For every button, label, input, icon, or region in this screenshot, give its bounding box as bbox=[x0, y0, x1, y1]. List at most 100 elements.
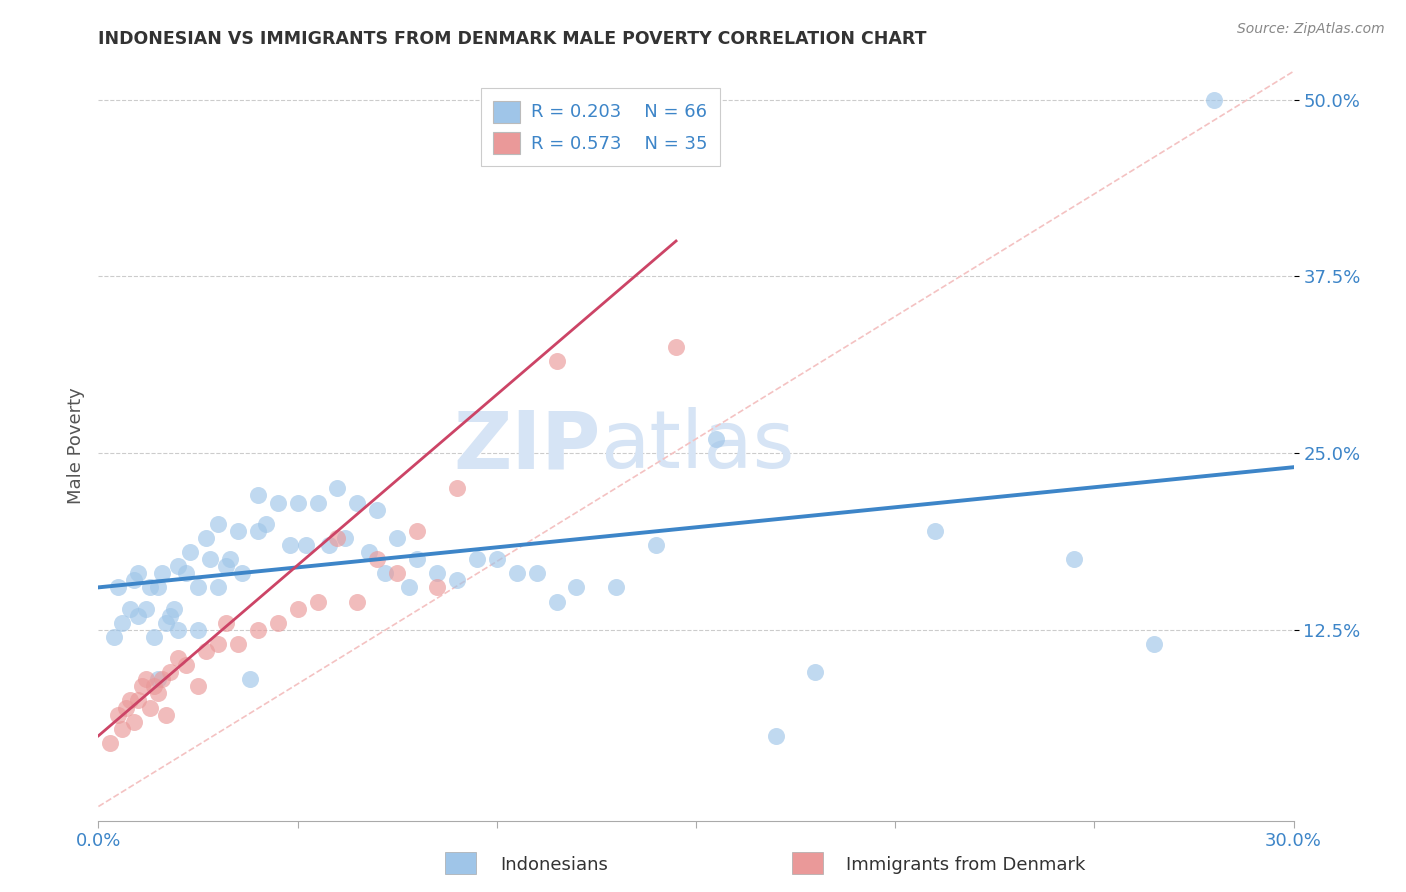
Point bbox=[359, 545, 381, 559]
Point bbox=[385, 566, 409, 581]
Point bbox=[148, 686, 170, 700]
Point bbox=[446, 574, 468, 588]
Point bbox=[148, 673, 170, 687]
Point bbox=[318, 538, 340, 552]
Point bbox=[98, 736, 122, 750]
Point bbox=[346, 594, 368, 608]
Point bbox=[198, 552, 221, 566]
Point bbox=[307, 495, 329, 509]
Point bbox=[163, 601, 186, 615]
Point bbox=[278, 538, 301, 552]
Point bbox=[155, 707, 177, 722]
Point bbox=[546, 594, 568, 608]
Point bbox=[294, 538, 316, 552]
Point bbox=[239, 673, 262, 687]
Point bbox=[366, 502, 388, 516]
Point bbox=[167, 651, 190, 665]
Point bbox=[924, 524, 946, 538]
Point bbox=[195, 644, 218, 658]
Point bbox=[135, 673, 157, 687]
Point bbox=[366, 552, 388, 566]
Point bbox=[167, 623, 190, 637]
Point bbox=[645, 538, 668, 552]
Point bbox=[326, 531, 349, 545]
Point bbox=[159, 608, 181, 623]
Point bbox=[127, 608, 149, 623]
Point bbox=[120, 601, 142, 615]
Point bbox=[465, 552, 488, 566]
Point bbox=[155, 615, 177, 630]
Text: Indonesians: Indonesians bbox=[501, 856, 607, 874]
Point bbox=[135, 601, 157, 615]
Text: INDONESIAN VS IMMIGRANTS FROM DENMARK MALE POVERTY CORRELATION CHART: INDONESIAN VS IMMIGRANTS FROM DENMARK MA… bbox=[98, 29, 927, 47]
Text: Source: ZipAtlas.com: Source: ZipAtlas.com bbox=[1237, 22, 1385, 37]
Point bbox=[546, 354, 568, 368]
Point bbox=[150, 566, 173, 581]
Point bbox=[124, 574, 146, 588]
Text: ZIP: ZIP bbox=[453, 407, 600, 485]
Point bbox=[215, 615, 238, 630]
Point bbox=[131, 679, 153, 693]
Point bbox=[804, 665, 827, 680]
Point bbox=[246, 623, 269, 637]
Point bbox=[346, 495, 368, 509]
Text: atlas: atlas bbox=[600, 407, 794, 485]
Point bbox=[385, 531, 409, 545]
Point bbox=[103, 630, 125, 644]
Point bbox=[226, 637, 249, 651]
Point bbox=[307, 594, 329, 608]
Point bbox=[254, 516, 277, 531]
Point bbox=[107, 707, 129, 722]
Point bbox=[207, 516, 229, 531]
Point bbox=[605, 580, 627, 594]
Point bbox=[267, 615, 290, 630]
Text: Immigrants from Denmark: Immigrants from Denmark bbox=[846, 856, 1085, 874]
Point bbox=[374, 566, 396, 581]
Point bbox=[287, 495, 309, 509]
Point bbox=[1063, 552, 1085, 566]
Point bbox=[111, 615, 134, 630]
Point bbox=[115, 700, 138, 714]
Point bbox=[246, 488, 269, 502]
Point bbox=[111, 722, 134, 736]
Point bbox=[207, 637, 229, 651]
Point bbox=[127, 566, 149, 581]
Point bbox=[215, 559, 238, 574]
Point bbox=[148, 580, 170, 594]
Point bbox=[426, 580, 449, 594]
Point bbox=[406, 524, 429, 538]
Point bbox=[139, 580, 162, 594]
Point bbox=[765, 729, 787, 743]
Point bbox=[406, 552, 429, 566]
Point bbox=[167, 559, 190, 574]
Point bbox=[1202, 93, 1225, 107]
Point bbox=[120, 693, 142, 707]
Point bbox=[246, 524, 269, 538]
Point bbox=[127, 693, 149, 707]
Point bbox=[159, 665, 181, 680]
Point bbox=[219, 552, 242, 566]
Point bbox=[267, 495, 290, 509]
Point bbox=[207, 580, 229, 594]
Point bbox=[446, 482, 468, 496]
Point bbox=[665, 340, 688, 354]
Legend: R = 0.203    N = 66, R = 0.573    N = 35: R = 0.203 N = 66, R = 0.573 N = 35 bbox=[481, 88, 720, 166]
Point bbox=[335, 531, 357, 545]
Y-axis label: Male Poverty: Male Poverty bbox=[66, 388, 84, 504]
Point bbox=[187, 580, 209, 594]
Point bbox=[326, 482, 349, 496]
Point bbox=[398, 580, 420, 594]
Point bbox=[143, 630, 166, 644]
Point bbox=[174, 658, 197, 673]
Point bbox=[704, 432, 727, 446]
Point bbox=[195, 531, 218, 545]
Point bbox=[139, 700, 162, 714]
Point bbox=[150, 673, 173, 687]
Point bbox=[426, 566, 449, 581]
Point bbox=[565, 580, 588, 594]
Point bbox=[226, 524, 249, 538]
Bar bbox=[792, 852, 823, 874]
Point bbox=[174, 566, 197, 581]
Point bbox=[124, 714, 146, 729]
Point bbox=[143, 679, 166, 693]
